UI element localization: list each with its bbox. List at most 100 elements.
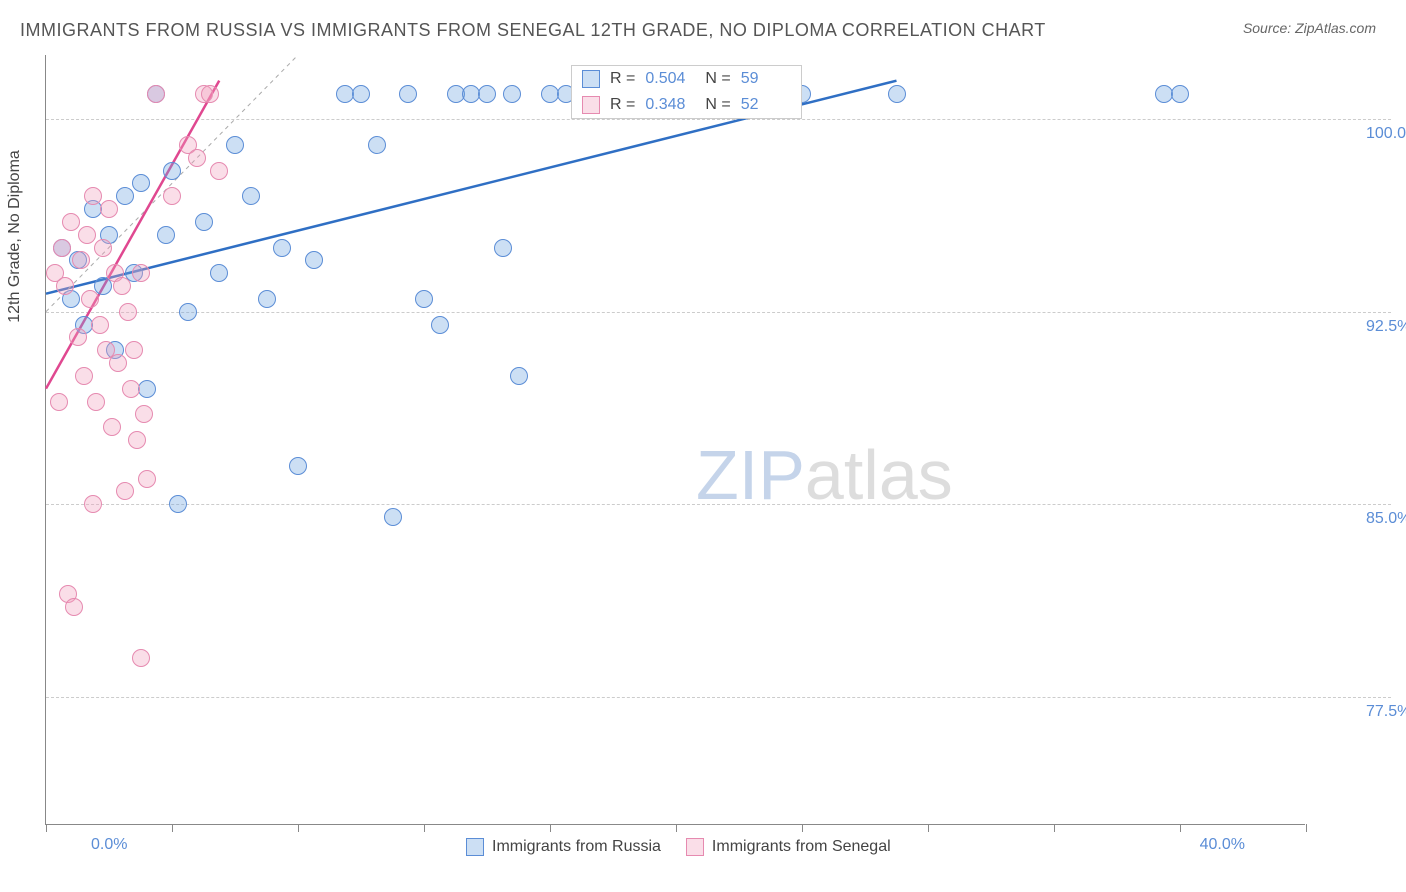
scatter-point [289,457,307,475]
scatter-point [305,251,323,269]
scatter-point [65,598,83,616]
scatter-point [125,341,143,359]
x-tick [172,824,173,832]
scatter-point [128,431,146,449]
stats-row-russia: R = 0.504 N = 59 [572,66,801,92]
chart-title: IMMIGRANTS FROM RUSSIA VS IMMIGRANTS FRO… [20,20,1046,41]
source-label: Source: ZipAtlas.com [1243,20,1376,36]
swatch-pink-icon [582,96,600,114]
stats-n-label: N = [705,70,730,88]
scatter-point [384,508,402,526]
x-tick [550,824,551,832]
scatter-point [478,85,496,103]
stats-row-senegal: R = 0.348 N = 52 [572,92,801,118]
stats-r-label: R = [610,96,635,114]
scatter-point [75,367,93,385]
scatter-point [100,200,118,218]
scatter-point [188,149,206,167]
stats-r-label: R = [610,70,635,88]
scatter-point [138,470,156,488]
y-tick-label: 100.0% [1366,125,1406,143]
scatter-point [258,290,276,308]
y-tick-label: 85.0% [1366,510,1406,528]
scatter-point [53,239,71,257]
scatter-point [210,264,228,282]
swatch-blue-icon [466,838,484,856]
stats-n-label: N = [705,96,730,114]
scatter-point [399,85,417,103]
scatter-point [72,251,90,269]
scatter-point [56,277,74,295]
legend-item-senegal: Immigrants from Senegal [686,838,891,856]
scatter-point [116,482,134,500]
scatter-point [132,649,150,667]
scatter-point [69,328,87,346]
trend-lines [46,55,1305,824]
scatter-point [50,393,68,411]
scatter-point [494,239,512,257]
stats-r-value-senegal: 0.348 [645,96,695,114]
scatter-point [87,393,105,411]
scatter-point [138,380,156,398]
scatter-point [888,85,906,103]
scatter-point [169,495,187,513]
legend-item-russia: Immigrants from Russia [466,838,661,856]
trend-line [46,55,298,312]
scatter-point [119,303,137,321]
scatter-point [122,380,140,398]
stats-r-value-russia: 0.504 [645,70,695,88]
y-axis-label: 12th Grade, No Diploma [6,150,24,323]
scatter-point [510,367,528,385]
scatter-point [195,213,213,231]
stats-box: R = 0.504 N = 59 R = 0.348 N = 52 [571,65,802,119]
scatter-point [503,85,521,103]
scatter-point [132,264,150,282]
x-tick [1054,824,1055,832]
y-tick-label: 92.5% [1366,318,1406,336]
scatter-point [226,136,244,154]
scatter-point [78,226,96,244]
scatter-point [81,290,99,308]
swatch-pink-icon [686,838,704,856]
x-tick [1306,824,1307,832]
legend-label-russia: Immigrants from Russia [492,838,661,856]
scatter-point [368,136,386,154]
scatter-point [91,316,109,334]
scatter-point [109,354,127,372]
scatter-point [132,174,150,192]
scatter-point [62,213,80,231]
scatter-point [116,187,134,205]
scatter-point [179,303,197,321]
x-tick [298,824,299,832]
scatter-point [163,187,181,205]
scatter-point [84,187,102,205]
scatter-point [201,85,219,103]
x-tick [46,824,47,832]
stats-n-value-russia: 59 [741,70,791,88]
scatter-point [415,290,433,308]
chart-plot-area: ZIPatlas 100.0%92.5%85.0%77.5% R = 0.504… [45,55,1305,825]
scatter-point [163,162,181,180]
swatch-blue-icon [582,70,600,88]
scatter-point [84,495,102,513]
scatter-point [103,418,121,436]
x-axis-left-label: 0.0% [91,836,127,854]
scatter-point [94,239,112,257]
scatter-point [135,405,153,423]
scatter-point [210,162,228,180]
scatter-point [147,85,165,103]
legend-label-senegal: Immigrants from Senegal [712,838,891,856]
scatter-point [113,277,131,295]
x-tick [802,824,803,832]
legend-bottom: Immigrants from Russia Immigrants from S… [466,838,891,856]
scatter-point [242,187,260,205]
x-tick [928,824,929,832]
x-tick [424,824,425,832]
x-tick [676,824,677,832]
x-tick [1180,824,1181,832]
stats-n-value-senegal: 52 [741,96,791,114]
x-axis-right-label: 40.0% [1200,836,1245,854]
scatter-point [273,239,291,257]
scatter-point [1171,85,1189,103]
scatter-point [157,226,175,244]
